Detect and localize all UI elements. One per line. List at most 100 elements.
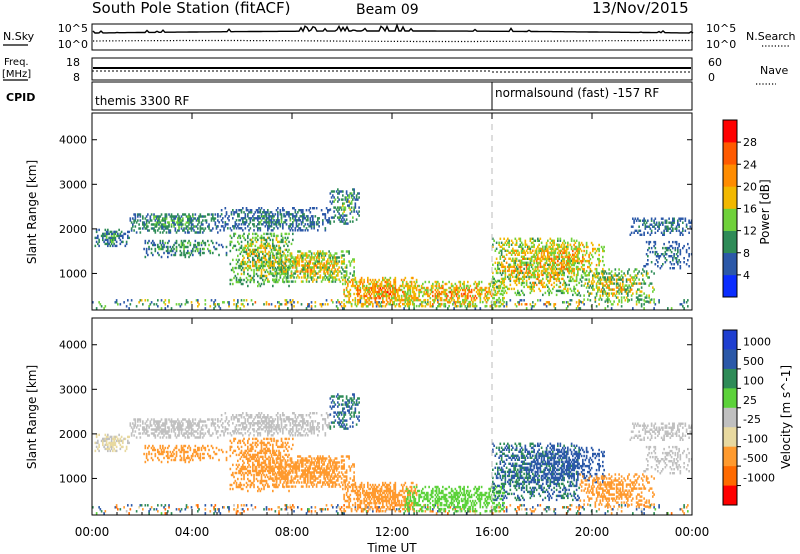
- velocity-cell: [307, 510, 309, 513]
- power-cell: [524, 271, 527, 275]
- power-cell: [283, 280, 285, 284]
- power-cell: [685, 248, 688, 252]
- power-cell: [557, 263, 559, 267]
- power-cell: [562, 301, 564, 304]
- power-cell: [565, 267, 568, 271]
- power-cell: [653, 225, 655, 228]
- power-cell: [405, 280, 408, 284]
- velocity-cell: [300, 508, 303, 511]
- power-cell: [277, 266, 279, 269]
- power-cell: [643, 265, 645, 268]
- power-cell: [508, 269, 510, 273]
- power-cell: [302, 270, 304, 273]
- velocity-cell: [280, 508, 283, 511]
- nave-right-tick-high: 60: [708, 56, 722, 69]
- power-cell: [178, 227, 180, 230]
- power-cell: [343, 222, 345, 225]
- power-cell: [613, 278, 615, 281]
- power-cell: [254, 244, 257, 248]
- power-cell: [342, 260, 344, 263]
- power-cell: [160, 219, 163, 222]
- power-cell: [500, 245, 503, 249]
- power-cell: [635, 296, 638, 299]
- power-cell: [329, 220, 332, 223]
- power-cell: [525, 249, 528, 253]
- power-cell: [329, 256, 332, 259]
- power-cell: [559, 261, 562, 265]
- power-cell: [679, 261, 682, 264]
- power-cell: [250, 238, 253, 242]
- power-cell: [529, 247, 532, 251]
- power-cell: [412, 302, 414, 306]
- power-cell: [278, 219, 280, 222]
- power-cell: [264, 242, 267, 246]
- power-cell: [175, 241, 178, 245]
- power-cell: [468, 305, 470, 308]
- power-cell: [592, 284, 594, 287]
- power-cell: [104, 232, 107, 236]
- power-cell: [278, 301, 280, 304]
- power-cell: [512, 247, 514, 251]
- power-cell: [579, 247, 582, 251]
- power-cell: [640, 282, 643, 285]
- power-cell: [679, 217, 682, 220]
- power-cell: [178, 225, 180, 228]
- power-cell: [237, 225, 239, 228]
- power-cell: [522, 271, 524, 275]
- power-cell: [537, 255, 539, 259]
- power-cell: [578, 291, 580, 295]
- power-cell: [357, 288, 359, 292]
- power-cell: [210, 229, 213, 232]
- power-cell: [583, 269, 585, 273]
- power-cell: [602, 247, 604, 251]
- power-cell: [529, 259, 532, 263]
- power-cell: [520, 255, 523, 259]
- power-cell: [264, 264, 267, 268]
- power-cell: [347, 282, 349, 286]
- power-cell: [324, 264, 327, 267]
- power-cell: [657, 261, 659, 264]
- power-cell: [585, 269, 588, 273]
- power-cell: [447, 307, 449, 310]
- power-cell: [195, 299, 198, 302]
- power-cell: [230, 211, 233, 214]
- power-cell: [228, 305, 230, 308]
- power-cell: [309, 270, 312, 273]
- power-cell: [577, 267, 579, 271]
- power-cell: [537, 261, 539, 265]
- power-cell: [327, 268, 329, 271]
- power-cell: [178, 229, 180, 232]
- power-cell: [249, 221, 252, 224]
- power-cell: [664, 253, 667, 256]
- power-cell: [557, 259, 559, 263]
- power-cell: [529, 287, 532, 291]
- power-cell: [233, 232, 235, 236]
- velocity-cell: [114, 506, 117, 509]
- power-cell: [338, 192, 340, 195]
- power-cell: [548, 303, 550, 306]
- power-cell: [283, 215, 285, 218]
- power-cell: [304, 262, 307, 265]
- power-cell: [458, 290, 460, 294]
- power-cell: [240, 278, 243, 282]
- power-cell: [362, 304, 364, 308]
- power-cell: [260, 236, 263, 240]
- power-cell: [452, 292, 454, 296]
- power-cell: [122, 236, 124, 240]
- power-cell: [662, 246, 664, 250]
- power-cell: [285, 238, 288, 242]
- power-cell: [150, 247, 153, 251]
- power-cell: [213, 307, 215, 310]
- power-cell: [578, 245, 580, 249]
- power-cell: [437, 280, 439, 284]
- velocity-cell: [128, 512, 130, 515]
- power-cell: [243, 232, 245, 236]
- power-cell: [369, 282, 372, 286]
- power-cell: [135, 231, 138, 234]
- power-cell: [337, 200, 339, 203]
- power-cell: [215, 227, 218, 230]
- power-cell: [245, 219, 248, 222]
- power-cell: [567, 305, 569, 308]
- power-cell: [229, 242, 232, 246]
- power-cell: [479, 298, 482, 302]
